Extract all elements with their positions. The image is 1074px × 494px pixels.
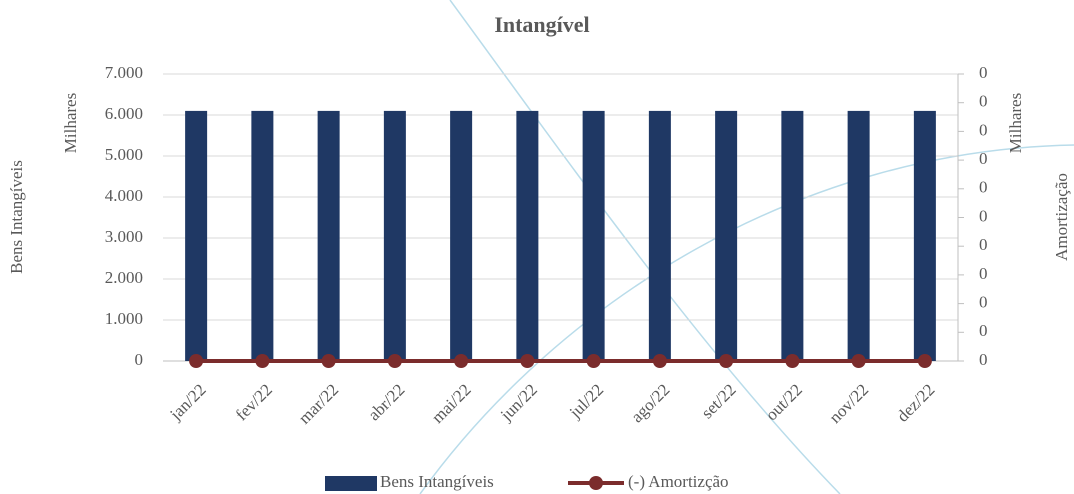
y-tick-label: 7.000 xyxy=(105,63,143,82)
x-tick-label: mai/22 xyxy=(428,380,475,427)
y2-tick-label: 0 xyxy=(979,178,988,197)
bar xyxy=(715,110,738,362)
line-marker xyxy=(785,354,800,368)
legend-swatch xyxy=(589,476,603,490)
chart-title: Intangível xyxy=(494,12,589,37)
bar xyxy=(251,110,274,362)
y2-tick-label: 0 xyxy=(979,149,988,168)
y-tick-label: 0 xyxy=(135,350,144,369)
y-axis-unit: Milhares xyxy=(61,93,80,153)
legend-label: (-) Amortizção xyxy=(628,472,729,491)
y2-tick-label: 0 xyxy=(979,206,988,225)
bar xyxy=(847,110,870,362)
bar xyxy=(648,110,671,362)
bar xyxy=(317,110,340,362)
line-marker xyxy=(189,354,204,368)
x-tick-label: abr/22 xyxy=(364,380,408,424)
bar xyxy=(781,110,804,362)
line-marker xyxy=(586,354,601,368)
decoration xyxy=(449,0,841,494)
y-tick-label: 6.000 xyxy=(105,104,143,123)
line-marker xyxy=(387,354,402,368)
line-marker xyxy=(454,354,469,368)
line-marker xyxy=(851,354,866,368)
y2-tick-label: 0 xyxy=(979,350,988,369)
y2-tick-label: 0 xyxy=(979,264,988,283)
y2-tick-label: 0 xyxy=(979,120,988,139)
bar xyxy=(913,110,936,362)
y2-tick-label: 0 xyxy=(979,293,988,312)
x-tick-label: set/22 xyxy=(698,380,740,422)
x-tick-label: out/22 xyxy=(762,380,806,424)
y-tick-label: 4.000 xyxy=(105,186,143,205)
y-tick-label: 2.000 xyxy=(105,268,143,287)
line-marker xyxy=(917,354,932,368)
x-tick-label: fev/22 xyxy=(232,380,276,424)
legend-swatch xyxy=(325,476,377,491)
y2-tick-label: 0 xyxy=(979,92,988,111)
y2-tick-label: 0 xyxy=(979,321,988,340)
bar xyxy=(582,110,605,362)
y2-axis-title: Amortização xyxy=(1052,173,1071,261)
bar xyxy=(185,110,208,362)
legend-label: Bens Intangíveis xyxy=(380,472,494,491)
y-tick-label: 3.000 xyxy=(105,227,143,246)
x-tick-label: mar/22 xyxy=(295,380,342,427)
line-marker xyxy=(321,354,336,368)
x-tick-label: nov/22 xyxy=(825,380,872,427)
x-tick-label: ago/22 xyxy=(627,380,673,426)
y2-axis-unit: Milhares xyxy=(1006,93,1025,153)
x-tick-label: dez/22 xyxy=(893,380,938,425)
y-axis-title: Bens Intangíveis xyxy=(7,160,26,274)
bar xyxy=(450,110,473,362)
x-tick-label: jul/22 xyxy=(565,380,607,422)
y2-tick-label: 0 xyxy=(979,63,988,82)
line-marker xyxy=(719,354,734,368)
y-tick-label: 5.000 xyxy=(105,145,143,164)
line-marker xyxy=(255,354,270,368)
y-tick-label: 1.000 xyxy=(105,309,143,328)
line-marker xyxy=(520,354,535,368)
bar xyxy=(516,110,539,362)
y2-tick-label: 0 xyxy=(979,235,988,254)
line-marker xyxy=(652,354,667,368)
x-tick-label: jan/22 xyxy=(166,380,210,424)
bar xyxy=(383,110,406,362)
x-tick-label: jun/22 xyxy=(496,380,541,425)
